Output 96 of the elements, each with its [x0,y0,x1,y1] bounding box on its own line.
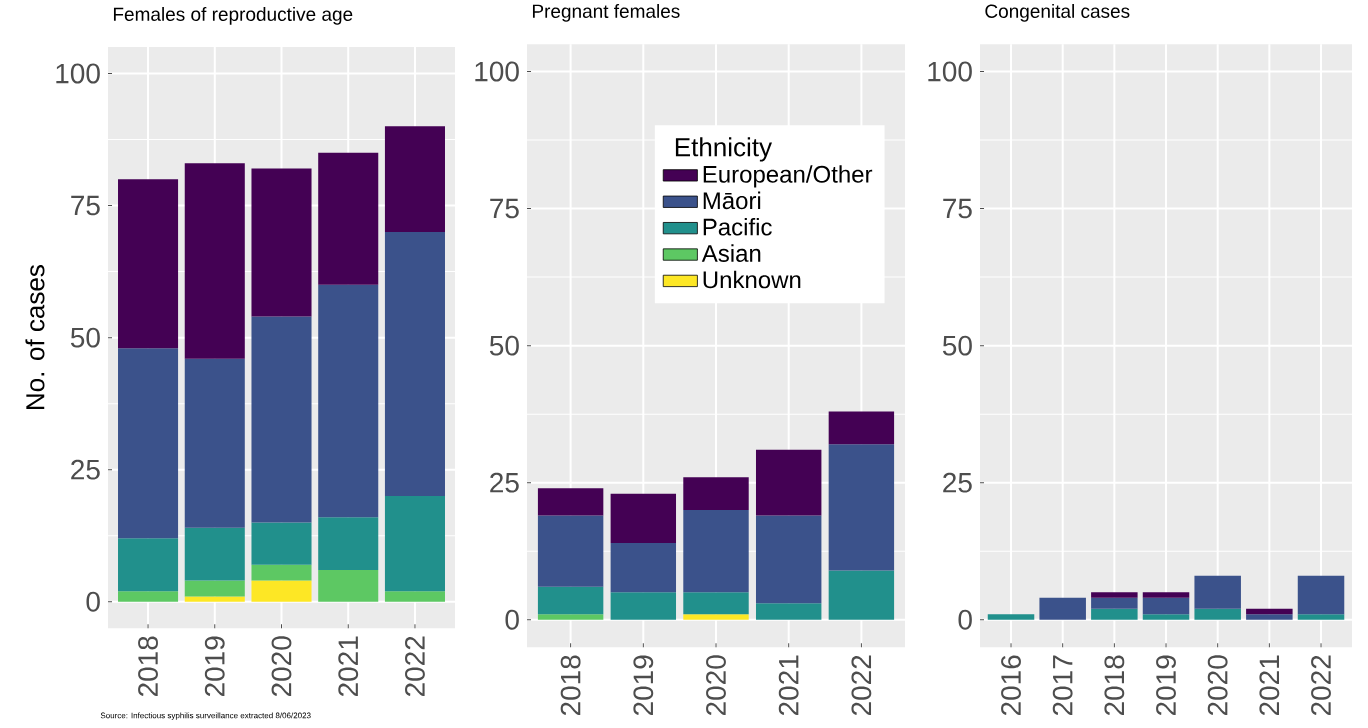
bar [1142,592,1190,598]
x-tick-label: 2021 [338,636,359,697]
bar [184,358,245,528]
y-tick-label: 0 [505,609,519,630]
bar [537,614,604,620]
legend-label: European/Other [703,165,873,188]
x-tick-label: 2021 [1259,655,1280,716]
y-tick-label: 0 [86,591,100,612]
x-tick-label: 2017 [1052,655,1073,716]
bar [610,592,677,620]
x-tick-label: 2019 [1156,655,1176,716]
y-tick-label: 75 [943,198,972,219]
bar [118,591,179,602]
bar [1091,608,1138,620]
y-tick-label: 75 [71,195,100,216]
bar [537,515,604,587]
chart-title: Congenital cases [985,3,1130,22]
bar [755,515,822,604]
bar [1246,608,1293,615]
bar [1039,597,1086,620]
bar [384,496,445,592]
y-tick-label: 100 [928,61,972,82]
x-tick-label: 2020 [271,636,292,697]
bar [828,444,895,571]
bar [537,586,604,615]
y-axis-title: No. of cases [25,265,45,409]
x-tick-label: 2019 [204,636,225,697]
bar [184,527,245,581]
bar [610,542,677,593]
legend-label: Pacific [703,217,772,236]
bar [828,570,895,620]
bar [251,168,312,317]
bar [384,126,445,232]
x-tick-label: 2022 [1311,655,1331,716]
bar [1194,575,1241,609]
legend-label: Asian [701,244,761,262]
x-tick-label: 2020 [706,655,726,716]
bar [318,569,379,602]
chart-title: Females of reproductive age [113,6,353,25]
y-tick-label: 100 [56,63,100,84]
bar [118,538,179,592]
chart-title: Pregnant females [532,3,680,22]
legend-title: Ethnicity [675,137,772,162]
bar [1142,614,1190,620]
bar [1246,614,1293,620]
bar [251,522,312,565]
bar [184,580,245,597]
x-tick-label: 2018 [138,636,158,697]
bar [1091,592,1138,598]
y-tick-label: 50 [942,335,972,356]
bar [184,596,245,602]
bar [755,449,822,516]
x-tick-label: 2018 [560,655,581,716]
bar [683,614,749,620]
bar [251,316,312,523]
x-tick-label: 2020 [1207,655,1228,716]
bar [118,348,179,539]
bar [1091,597,1138,609]
x-tick-label: 2018 [1104,655,1125,716]
bar [828,411,895,445]
y-tick-label: 25 [71,459,100,480]
bar [1297,575,1345,615]
bar [118,179,179,349]
bar [755,603,822,620]
source-note: Source: Infectious syphilis surveillance extracted 8/06/2023 [100,712,311,720]
bar [683,592,749,615]
bar [184,163,245,359]
y-tick-label: 25 [490,472,519,493]
bar [987,614,1035,620]
legend-label: Māori [703,191,761,210]
bar [537,488,604,516]
bar [318,152,379,285]
y-tick-label: 100 [475,61,519,82]
y-tick-label: 0 [958,609,972,630]
bar [610,493,677,543]
y-tick-label: 50 [489,335,519,356]
x-tick-label: 2022 [405,636,425,697]
x-tick-label: 2021 [778,655,799,716]
y-tick-label: 75 [490,198,519,219]
bar [384,591,445,602]
bar [251,564,312,581]
y-tick-label: 25 [943,472,972,493]
y-tick-label: 50 [70,327,100,348]
bar [384,231,445,497]
bar [1142,597,1190,615]
legend-label: Unknown [703,270,801,289]
bar [683,477,749,511]
bar [1194,608,1241,620]
x-tick-label: 2016 [1001,655,1021,716]
bar [318,284,379,518]
bar [1297,614,1345,620]
x-tick-label: 2022 [851,655,872,716]
bar [251,580,312,602]
bar [683,510,749,593]
bar [318,517,379,570]
x-tick-label: 2019 [633,655,654,716]
